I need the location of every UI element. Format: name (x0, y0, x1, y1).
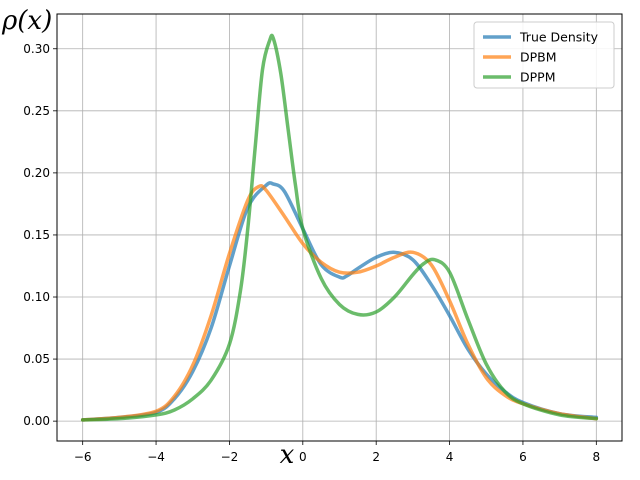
x-tick-label: 2 (372, 450, 380, 464)
x-tick-label: 0 (299, 450, 307, 464)
ticks: −6 −4 −2 0 2 4 6 8 0.00 0.05 0.10 0.15 0.20 0.25 0.30 (23, 42, 600, 464)
x-tick-label: −6 (74, 450, 92, 464)
x-tick-label: 8 (592, 450, 600, 464)
legend: True Density DPBM DPPM (473, 21, 615, 89)
legend-label-dppm: DPPM (520, 70, 556, 85)
legend-label-true-density: True Density (519, 30, 599, 45)
x-tick-label: 4 (446, 450, 454, 464)
x-axis-label: x (280, 440, 295, 470)
series-layer (80, 33, 599, 422)
legend-label-dpbm: DPBM (520, 50, 557, 65)
y-tick-label: 0.10 (23, 290, 50, 304)
x-tick-label: 6 (519, 450, 527, 464)
y-tick-label: 0.15 (23, 228, 50, 242)
y-tick-label: 0.30 (23, 42, 50, 56)
y-tick-label: 0.25 (23, 104, 50, 118)
axes-frame (56, 13, 623, 442)
series-line-dpbm (80, 183, 599, 422)
y-tick-label: 0.00 (23, 414, 50, 428)
x-tick-label: −4 (147, 450, 165, 464)
series-line-dppm (80, 33, 599, 422)
y-tick-label: 0.20 (23, 166, 50, 180)
y-axis-label: ρ(x) (1, 6, 52, 36)
y-tick-label: 0.05 (23, 352, 50, 366)
x-tick-label: −2 (221, 450, 239, 464)
